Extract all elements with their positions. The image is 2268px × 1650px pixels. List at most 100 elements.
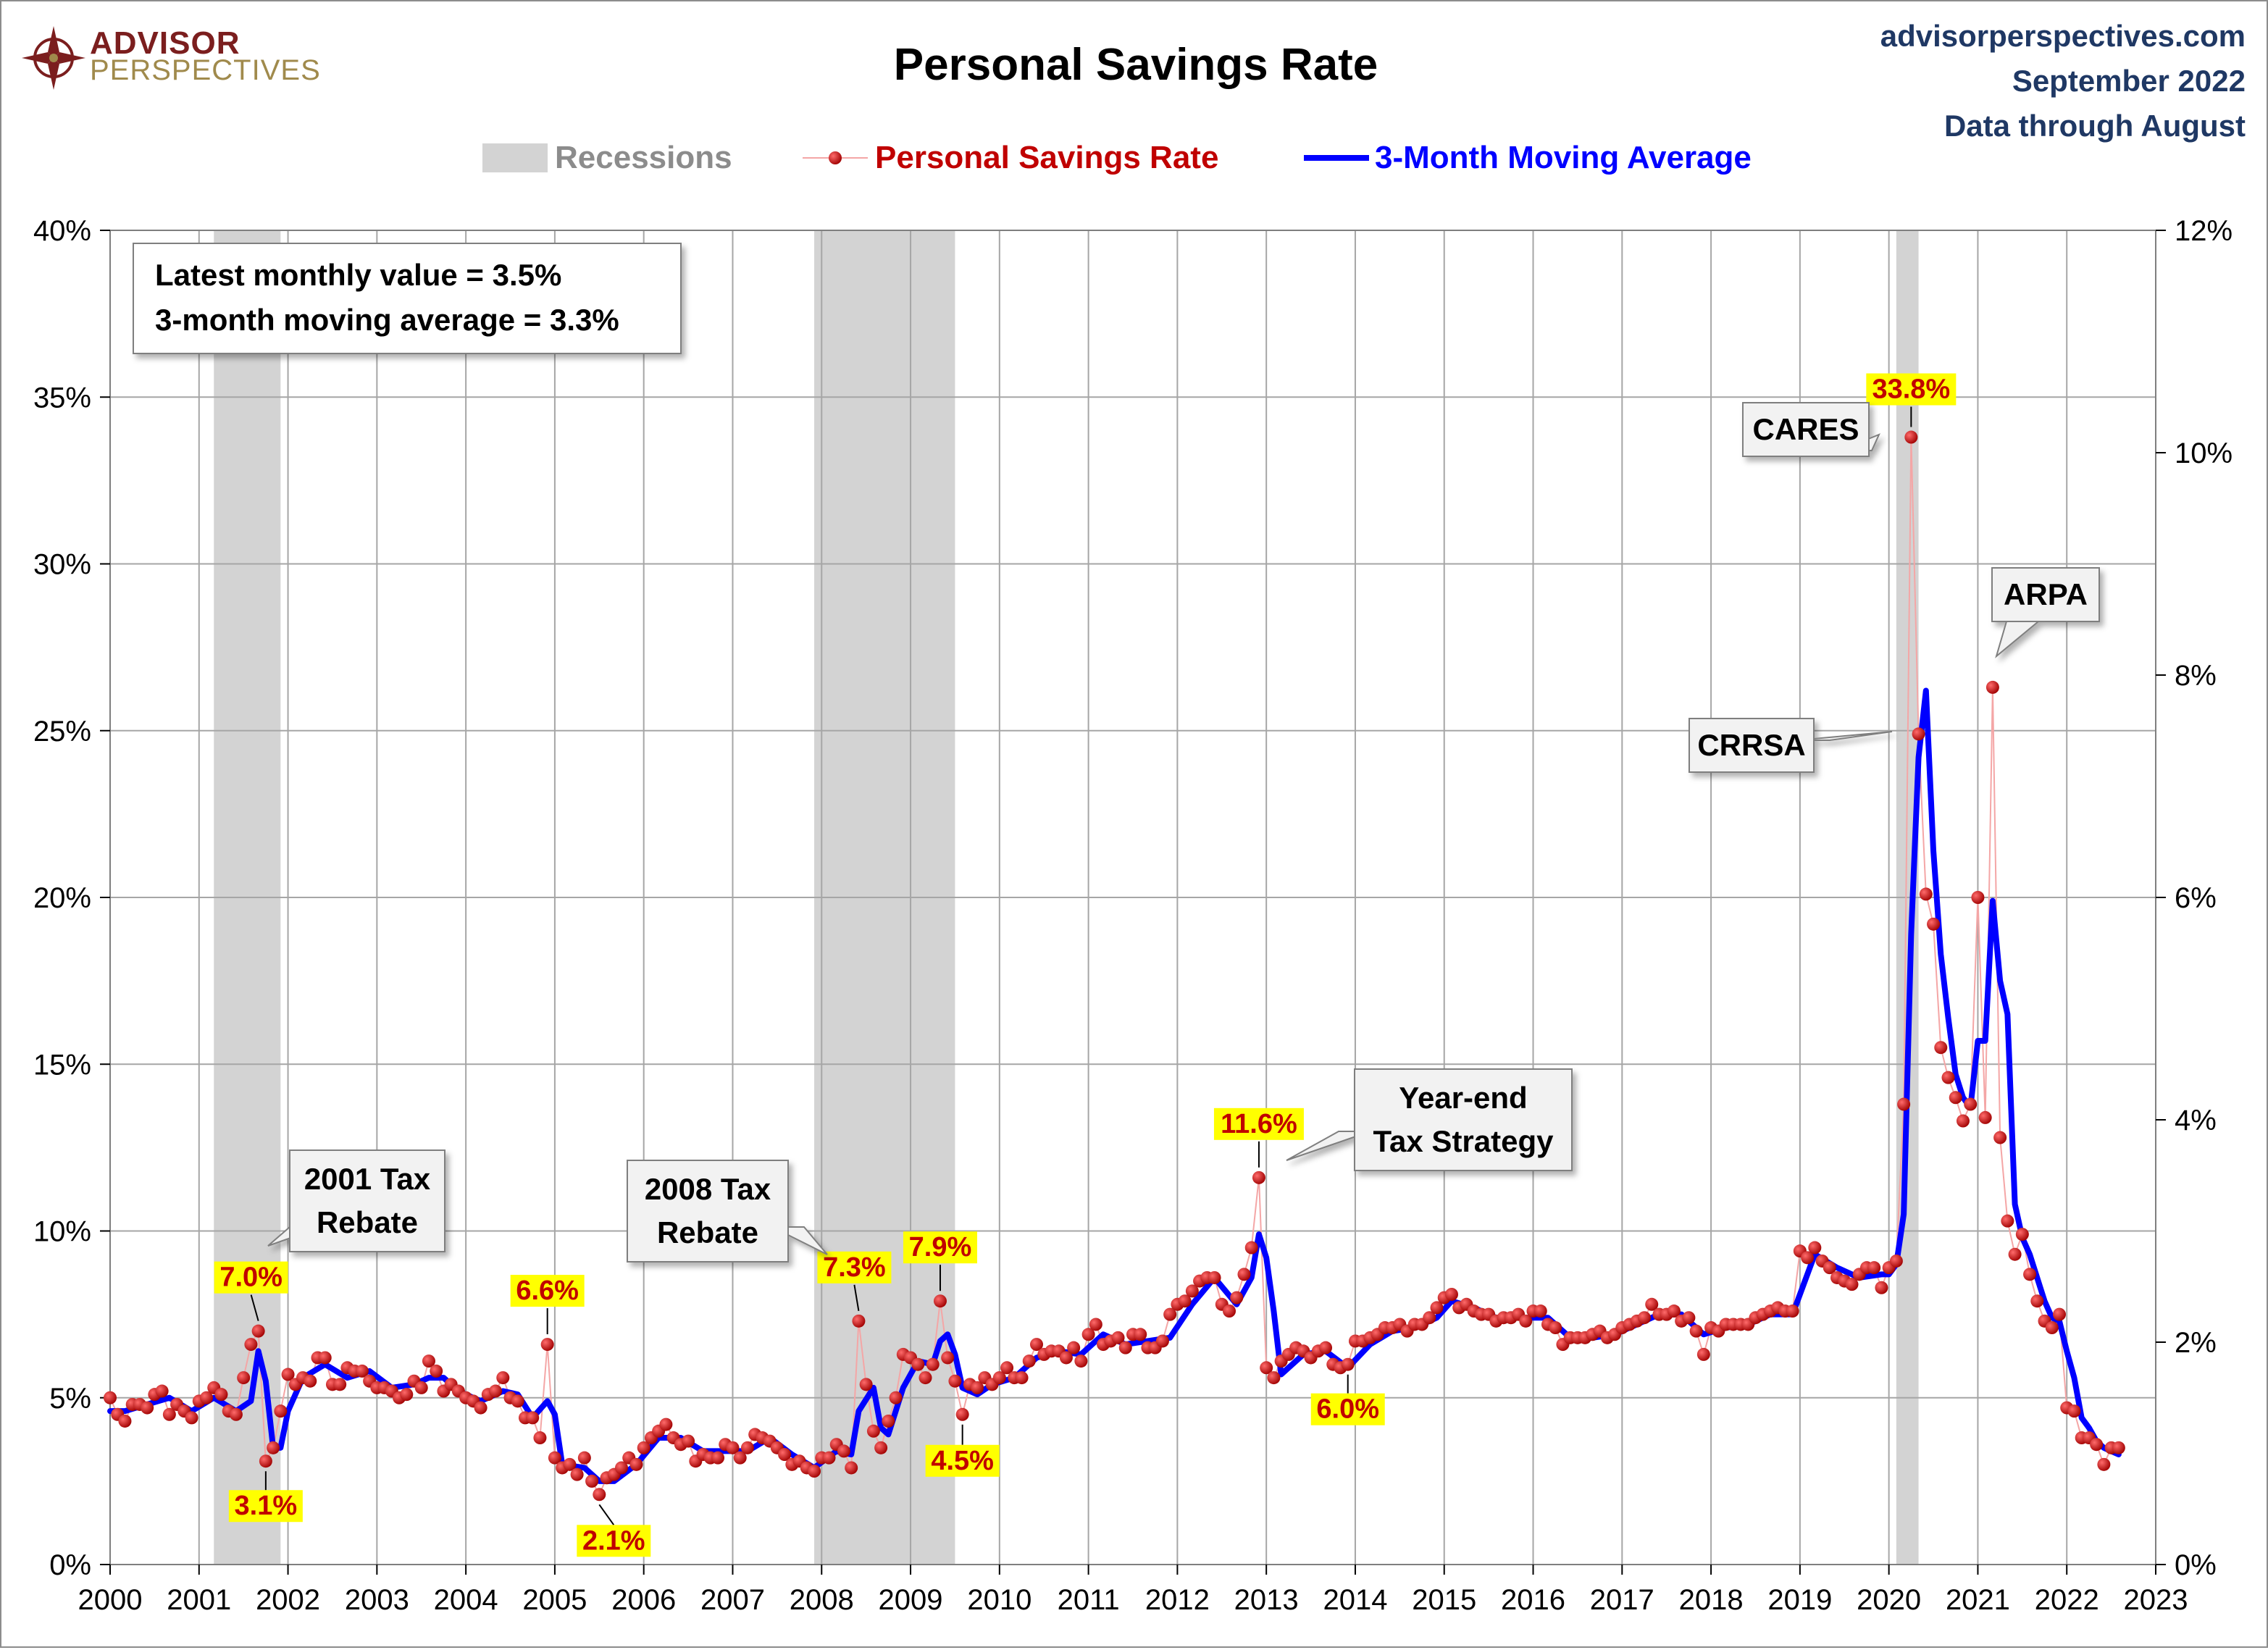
value-label-bg-7 bbox=[1213, 1107, 1304, 1140]
legend-savings-marker bbox=[829, 151, 842, 164]
callout-text-0-1: Rebate bbox=[317, 1205, 418, 1239]
savings-point-2019-08 bbox=[1845, 1278, 1859, 1291]
savings-point-2001-04 bbox=[214, 1388, 228, 1402]
value-label-text-6: 4.5% bbox=[931, 1446, 994, 1476]
savings-point-2017-05 bbox=[1645, 1297, 1659, 1311]
savings-point-2010-02 bbox=[1000, 1361, 1014, 1375]
x-tick-2016: 2016 bbox=[1501, 1584, 1565, 1616]
savings-point-2002-06 bbox=[318, 1351, 332, 1365]
x-tick-2002: 2002 bbox=[256, 1584, 320, 1616]
x-tick-2001: 2001 bbox=[167, 1584, 231, 1616]
savings-point-2019-11 bbox=[1867, 1261, 1881, 1275]
legend-recessions: Recessions bbox=[555, 140, 732, 175]
savings-point-2014-12 bbox=[1430, 1301, 1444, 1315]
callout-2 bbox=[1286, 1068, 1573, 1171]
value-label-text-4: 7.3% bbox=[823, 1252, 886, 1283]
x-tick-2022: 2022 bbox=[2035, 1584, 2099, 1616]
info-latest: Latest monthly value = 3.5% bbox=[155, 258, 561, 292]
savings-point-2012-08 bbox=[1223, 1304, 1236, 1318]
value-label-bg-4 bbox=[817, 1251, 892, 1283]
savings-point-2022-02 bbox=[2067, 1404, 2081, 1418]
savings-point-2007-01 bbox=[726, 1441, 740, 1454]
x-tick-2017: 2017 bbox=[1590, 1584, 1654, 1616]
savings-point-2012-06 bbox=[1208, 1270, 1221, 1284]
value-label-leader-3 bbox=[598, 1504, 615, 1525]
plot-area: 2000 2001 2002 2003 2004 2005 2006 2007 2008 2009… bbox=[33, 215, 2233, 1616]
brand-logo: ADVISOR PERSPECTIVES bbox=[22, 25, 320, 90]
callout-box-1 bbox=[627, 1160, 789, 1262]
value-label-3: 2.1% bbox=[577, 1525, 651, 1557]
savings-point-2008-10 bbox=[882, 1414, 895, 1428]
savings-point-2016-04 bbox=[1549, 1321, 1562, 1335]
value-label-1: 3.1% bbox=[228, 1490, 303, 1523]
y-right-tick-5: 10% bbox=[2175, 437, 2233, 469]
savings-point-2020-12 bbox=[1964, 1097, 1978, 1111]
value-label-leader-0 bbox=[250, 1294, 259, 1321]
savings-point-2020-10 bbox=[1949, 1091, 1962, 1105]
savings-point-2005-03 bbox=[563, 1457, 577, 1471]
callout-text-0-0: 2001 Tax bbox=[304, 1162, 431, 1196]
y-right-tick-1: 2% bbox=[2175, 1327, 2217, 1359]
value-label-bg-2 bbox=[510, 1275, 585, 1307]
callout-pointer-5 bbox=[1995, 621, 2041, 658]
callout-box-0 bbox=[289, 1149, 445, 1252]
y-right-tick-0: 0% bbox=[2175, 1549, 2217, 1581]
savings-point-2005-07 bbox=[593, 1488, 606, 1502]
savings-point-2000-08 bbox=[155, 1384, 169, 1398]
callout-4 bbox=[1689, 718, 1893, 773]
value-label-bg-6 bbox=[925, 1444, 1000, 1477]
callout-text-5-0: ARPA bbox=[2004, 577, 2088, 611]
savings-point-2004-03 bbox=[474, 1401, 488, 1415]
value-label-leader-4 bbox=[853, 1284, 860, 1311]
value-label-6: 4.5% bbox=[925, 1444, 1000, 1477]
savings-point-2020-04 bbox=[1904, 430, 1918, 444]
header-site: advisorperspectives.com bbox=[1880, 19, 2246, 53]
savings-point-2005-01 bbox=[548, 1451, 561, 1465]
savings-point-2017-10 bbox=[1682, 1311, 1696, 1325]
savings-point-2007-02 bbox=[733, 1451, 747, 1465]
savings-point-2009-10 bbox=[971, 1381, 984, 1394]
savings-point-2019-03 bbox=[1808, 1241, 1822, 1255]
savings-point-2001-02 bbox=[200, 1391, 214, 1404]
savings-point-2005-10 bbox=[615, 1461, 628, 1475]
x-tick-2021: 2021 bbox=[1946, 1584, 2010, 1616]
callout-text-3-0: CARES bbox=[1752, 412, 1859, 446]
callout-text-1-1: Rebate bbox=[657, 1215, 758, 1249]
savings-point-2000-09 bbox=[162, 1407, 176, 1421]
value-label-bg-5 bbox=[903, 1231, 977, 1264]
savings-point-2010-05 bbox=[1022, 1354, 1036, 1368]
savings-point-2002-04 bbox=[304, 1374, 317, 1388]
savings-point-2017-04 bbox=[1638, 1311, 1651, 1325]
callout-1 bbox=[627, 1160, 828, 1262]
savings-point-2001-06 bbox=[229, 1407, 243, 1421]
callout-text-1-0: 2008 Tax bbox=[645, 1172, 771, 1206]
savings-point-2011-01 bbox=[1081, 1328, 1095, 1341]
savings-point-2012-10 bbox=[1237, 1268, 1251, 1281]
savings-point-2012-12 bbox=[1252, 1171, 1265, 1184]
savings-point-2008-04 bbox=[837, 1444, 850, 1458]
savings-point-2015-02 bbox=[1444, 1287, 1458, 1301]
savings-point-2000-03 bbox=[118, 1414, 132, 1428]
value-label-text-8: 6.0% bbox=[1316, 1394, 1379, 1425]
value-label-5: 7.9% bbox=[903, 1231, 977, 1264]
savings-point-2010-10 bbox=[1059, 1351, 1073, 1365]
savings-point-2010-12 bbox=[1074, 1354, 1088, 1368]
value-label-bg-1 bbox=[228, 1490, 303, 1523]
savings-point-2022-08 bbox=[2112, 1441, 2125, 1454]
savings-point-2009-05 bbox=[933, 1294, 947, 1308]
savings-point-2003-05 bbox=[400, 1388, 414, 1402]
savings-point-2019-05 bbox=[1823, 1261, 1836, 1275]
x-tick-2009: 2009 bbox=[879, 1584, 943, 1616]
value-label-text-1: 3.1% bbox=[235, 1491, 298, 1521]
y-left-tick-1: 5% bbox=[49, 1383, 91, 1415]
savings-point-2008-07 bbox=[859, 1378, 873, 1391]
x-tick-2003: 2003 bbox=[345, 1584, 409, 1616]
y-right-tick-2: 4% bbox=[2175, 1105, 2217, 1136]
savings-point-2021-09 bbox=[2030, 1294, 2044, 1308]
callout-box-2 bbox=[1354, 1068, 1573, 1171]
savings-point-2017-08 bbox=[1667, 1304, 1681, 1318]
legend-ma: 3-Month Moving Average bbox=[1375, 140, 1752, 175]
savings-point-2021-05 bbox=[2001, 1214, 2014, 1228]
savings-point-2008-06 bbox=[852, 1314, 866, 1328]
